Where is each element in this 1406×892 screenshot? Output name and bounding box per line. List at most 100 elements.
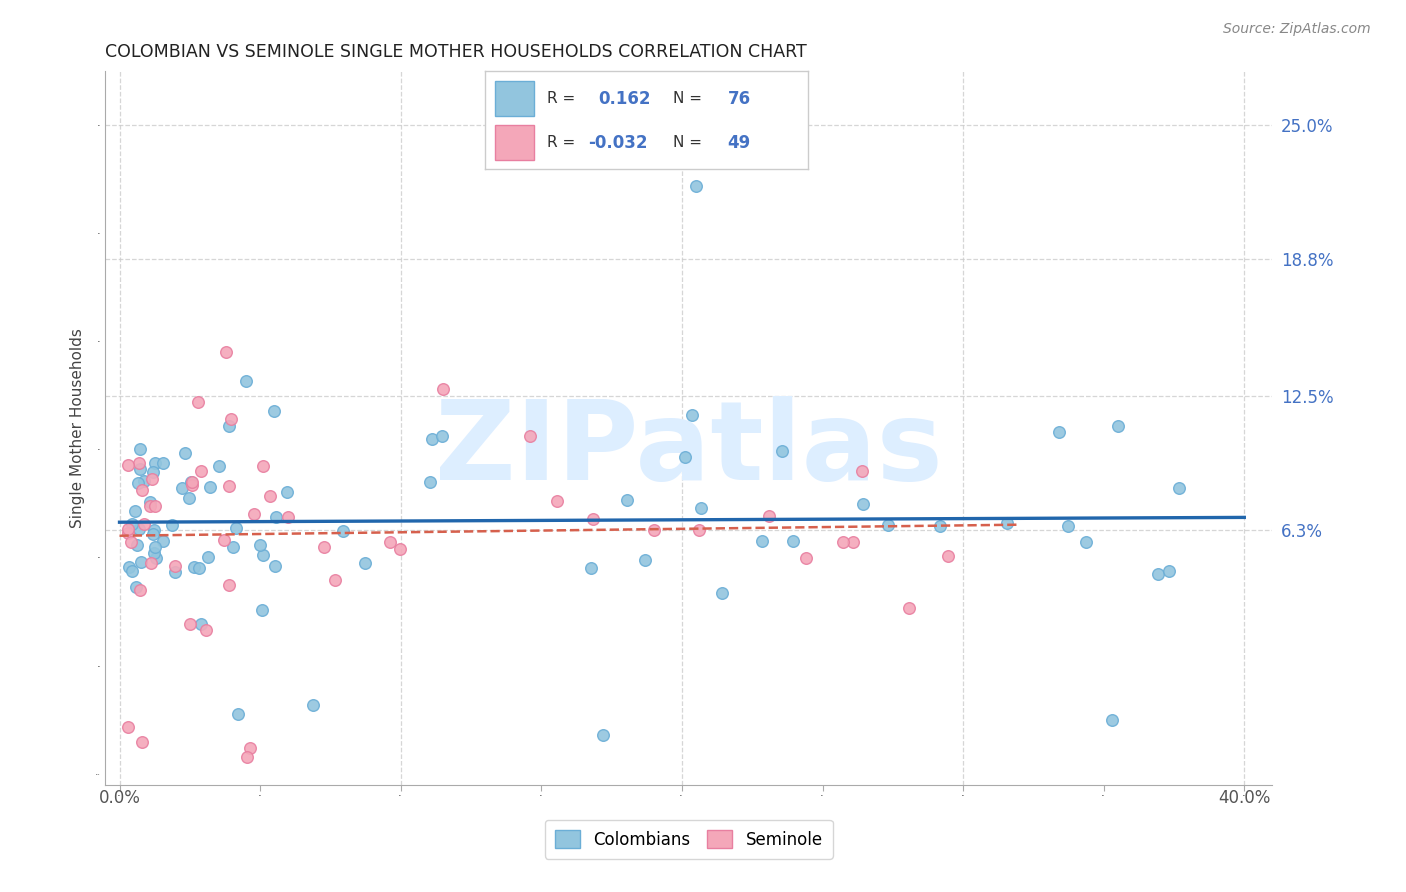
Colombians [145, 551, 167, 566]
Colombians [143, 540, 166, 554]
Colombians [121, 516, 143, 531]
Colombians [592, 728, 614, 742]
Colombians [751, 533, 773, 548]
Seminole [252, 458, 274, 473]
Seminole [380, 535, 402, 549]
Colombians [681, 408, 703, 422]
Seminole [242, 508, 264, 522]
Text: COLOMBIAN VS SEMINOLE SINGLE MOTHER HOUSEHOLDS CORRELATION CHART: COLOMBIAN VS SEMINOLE SINGLE MOTHER HOUS… [105, 44, 807, 62]
Colombians [673, 450, 696, 464]
Colombians [142, 526, 165, 541]
Text: 0.0%: 0.0% [98, 789, 141, 807]
Colombians [685, 178, 707, 193]
Colombians [1147, 567, 1170, 582]
Colombians [250, 603, 273, 617]
Colombians [218, 418, 240, 433]
Colombians [128, 522, 150, 536]
Seminole [796, 550, 818, 565]
Colombians [263, 404, 285, 418]
Colombians [118, 560, 141, 574]
Seminole [132, 517, 155, 532]
Text: -0.032: -0.032 [589, 134, 648, 152]
Text: N =: N = [672, 91, 702, 106]
Colombians [928, 519, 950, 533]
Colombians [1168, 481, 1191, 495]
Seminole [117, 720, 139, 734]
Seminole [180, 475, 202, 489]
Seminole [219, 411, 242, 425]
Colombians [127, 476, 149, 491]
Text: R =: R = [547, 91, 575, 106]
Colombians [711, 586, 734, 600]
Seminole [181, 477, 204, 491]
Seminole [139, 556, 162, 570]
Seminole [842, 534, 865, 549]
Colombians [252, 548, 274, 562]
Seminole [546, 493, 568, 508]
Colombians [995, 516, 1018, 530]
Colombians [226, 706, 249, 721]
Seminole [163, 558, 186, 573]
Colombians [188, 561, 211, 575]
Seminole [897, 600, 920, 615]
Text: 0.162: 0.162 [599, 90, 651, 108]
Legend: Colombians, Seminole: Colombians, Seminole [546, 820, 832, 859]
Seminole [938, 549, 960, 563]
Seminole [218, 479, 240, 493]
Colombians [420, 433, 443, 447]
Seminole [218, 578, 240, 592]
Seminole [259, 489, 281, 503]
Colombians [128, 442, 150, 457]
Colombians [152, 533, 174, 548]
Colombians [125, 538, 148, 552]
Seminole [128, 583, 150, 598]
Colombians [430, 429, 453, 443]
Colombians [1057, 519, 1080, 533]
Colombians [1074, 535, 1097, 549]
Colombians [222, 540, 245, 554]
Seminole [190, 464, 212, 478]
Colombians [179, 491, 201, 506]
Seminole [117, 522, 139, 536]
Seminole [143, 499, 166, 513]
Colombians [276, 485, 298, 500]
Colombians [689, 501, 711, 516]
Seminole [131, 483, 153, 498]
Colombians [1108, 418, 1130, 433]
Colombians [235, 374, 257, 388]
Colombians [332, 524, 354, 538]
Text: N =: N = [672, 136, 702, 151]
Colombians [266, 509, 288, 524]
Colombians [634, 553, 657, 567]
Colombians [200, 480, 222, 494]
Colombians [264, 559, 287, 574]
Colombians [125, 580, 148, 594]
Seminole [582, 512, 605, 526]
Colombians [143, 456, 166, 470]
Seminole [688, 523, 710, 537]
Colombians [852, 497, 875, 511]
Text: 40.0%: 40.0% [1218, 789, 1271, 807]
Seminole [832, 535, 855, 549]
Colombians [1047, 425, 1070, 439]
Seminole [128, 456, 150, 470]
Text: 76: 76 [728, 90, 751, 108]
Colombians [142, 524, 165, 538]
Colombians [139, 494, 162, 508]
Seminole [117, 458, 139, 472]
Text: 49: 49 [728, 134, 751, 152]
FancyBboxPatch shape [495, 125, 534, 160]
Colombians [419, 475, 441, 490]
Colombians [225, 521, 247, 535]
Y-axis label: Single Mother Households: Single Mother Households [70, 328, 86, 528]
Seminole [277, 510, 299, 524]
Seminole [215, 345, 238, 359]
Colombians [616, 492, 638, 507]
Colombians [208, 459, 231, 474]
Colombians [172, 481, 194, 495]
Seminole [141, 472, 163, 486]
Colombians [129, 462, 152, 476]
Colombians [579, 561, 602, 575]
Text: R =: R = [547, 136, 575, 151]
Seminole [179, 617, 201, 632]
